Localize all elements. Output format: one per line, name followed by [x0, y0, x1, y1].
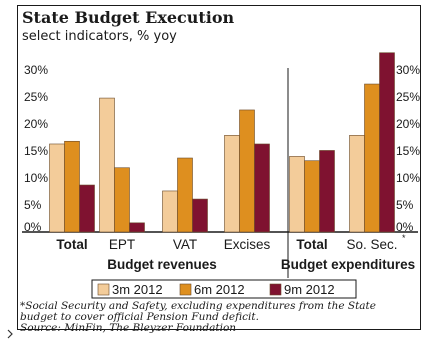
bar	[79, 184, 95, 233]
y-tick-label-left: 10%	[24, 171, 48, 185]
bar	[289, 156, 305, 233]
y-tick-label-right: 30%	[396, 63, 420, 77]
y-tick-label-left: 20%	[24, 117, 48, 131]
chart-title: State Budget Execution	[22, 8, 235, 27]
y-tick-label-right: 5%	[396, 198, 414, 212]
x-tick-label: Excises	[224, 237, 271, 252]
x-tick-label: Total	[296, 237, 327, 252]
y-tick-label-right: 15%	[396, 144, 420, 158]
bar	[319, 150, 335, 233]
bar	[114, 167, 130, 233]
footnote-line-2: budget to cover official Pension Fund de…	[20, 311, 259, 323]
bar	[349, 135, 365, 233]
bar	[304, 160, 320, 233]
footnote-line-1: Social Security and Safety, excluding ex…	[25, 300, 376, 312]
legend-box	[91, 279, 357, 299]
bar	[239, 109, 255, 233]
bar	[379, 52, 395, 233]
y-tick-label-right: 0%	[396, 220, 414, 234]
x-tick-label: Total	[56, 237, 87, 252]
chart-subtitle: select indicators, % yoy	[22, 29, 177, 44]
bar	[364, 83, 380, 233]
category-group-label: Budget expenditures	[281, 257, 415, 272]
y-tick-label-left: 0%	[24, 220, 42, 234]
y-tick-label-right: 25%	[396, 90, 420, 104]
y-tick-label-left: 15%	[24, 144, 48, 158]
bar	[224, 135, 240, 233]
footnote-mark: *	[20, 300, 26, 312]
y-tick-label-right: 20%	[396, 117, 420, 131]
bar	[192, 198, 208, 233]
x-tick-label: VAT	[173, 237, 197, 252]
y-tick-label-left: 5%	[24, 198, 42, 212]
y-tick-label-left: 25%	[24, 90, 48, 104]
y-tick-label-left: 30%	[24, 63, 48, 77]
y-tick-label-right: 10%	[396, 171, 420, 185]
bar	[64, 140, 80, 233]
bar	[177, 157, 193, 233]
legend-swatch	[269, 283, 282, 296]
category-group-label: Budget revenues	[107, 257, 217, 272]
page-curl-mark	[7, 329, 13, 339]
bar	[49, 143, 65, 233]
legend-label: 6m 2012	[194, 282, 245, 297]
bar	[162, 190, 178, 233]
x-tick-label: EPT	[109, 237, 135, 252]
footnote: *Social Security and Safety, excluding e…	[20, 301, 438, 334]
bar	[254, 143, 270, 233]
legend-label: 3m 2012	[112, 282, 163, 297]
bar	[99, 97, 115, 233]
x-tick-label: So. Sec.	[346, 237, 397, 252]
legend-label: 9m 2012	[284, 282, 335, 297]
bar	[129, 222, 145, 233]
legend-swatch	[179, 283, 192, 296]
category-footnote-mark: *	[402, 233, 406, 243]
legend-swatch	[97, 283, 110, 296]
footnote-source: Source: MinFin, The Bleyzer Foundation	[20, 322, 237, 334]
